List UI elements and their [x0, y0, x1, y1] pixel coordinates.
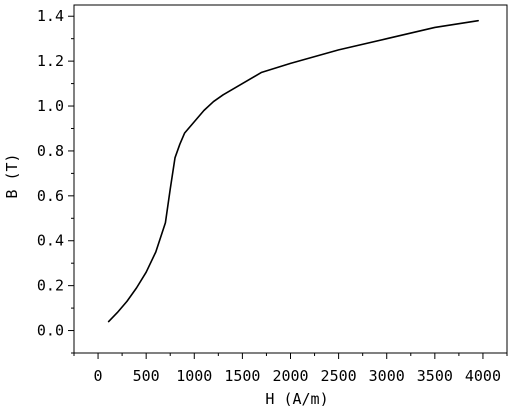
x-tick-label: 1500	[224, 367, 260, 385]
x-tick-label: 1000	[176, 367, 212, 385]
y-tick-label: 0.4	[37, 232, 64, 250]
y-tick-label: 0.8	[37, 142, 64, 160]
y-tick-label: 1.4	[37, 7, 64, 25]
ticks	[68, 15, 508, 359]
y-tick-label: 0.0	[37, 322, 64, 340]
x-tick-label: 3500	[417, 367, 453, 385]
x-tick-label: 500	[133, 367, 160, 385]
x-tick-label: 0	[94, 367, 103, 385]
bh-series-line	[107, 19, 479, 323]
x-tick-label: 3000	[369, 367, 405, 385]
y-tick-label: 1.2	[37, 52, 64, 70]
x-tick-label: 2500	[321, 367, 357, 385]
x-tick-label: 4000	[465, 367, 501, 385]
y-axis-label: B (T)	[3, 153, 21, 198]
series-layer	[107, 19, 479, 323]
y-tick-label: 0.2	[37, 277, 64, 295]
x-tick-label: 2000	[272, 367, 308, 385]
y-tick-label: 1.0	[37, 97, 64, 115]
y-tick-label: 0.6	[37, 187, 64, 205]
tick-labels: 0 500 1000 1500 2000 2500 3000 3500 4000 0.0 0.2 0.…	[37, 7, 501, 385]
x-axis-label: H (A/m)	[265, 390, 328, 408]
